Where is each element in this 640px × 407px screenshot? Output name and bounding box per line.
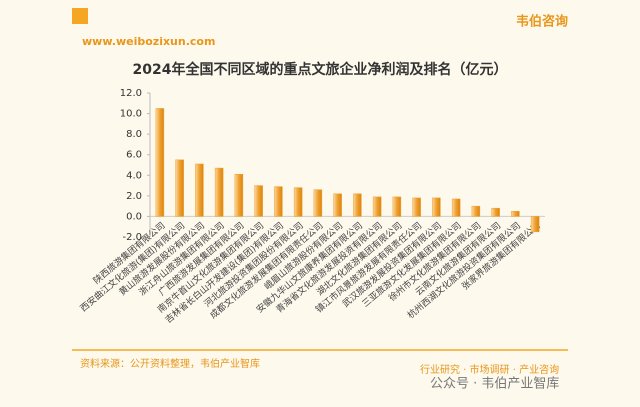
y-tick-label: -2.0 (122, 232, 142, 243)
bar (491, 207, 500, 217)
bar (372, 196, 382, 217)
bar (471, 205, 481, 217)
bar (254, 185, 263, 217)
bar (353, 193, 362, 217)
watermark: 公众号 · 韦伯产业智库 (430, 376, 559, 392)
bar (175, 159, 184, 217)
bar (195, 163, 204, 217)
bar (313, 189, 323, 217)
bar (432, 197, 441, 217)
y-tick-label: 6.0 (126, 150, 142, 161)
bar (392, 196, 402, 217)
bar (274, 186, 283, 217)
y-tick-label: 12.0 (120, 88, 142, 99)
bar (214, 167, 224, 217)
chart-title: 2024年全国不同区域的重点文旅企业净利润及排名（亿元） (133, 61, 508, 78)
bar (234, 174, 244, 217)
bar (155, 108, 165, 217)
source: 资料来源：公开资料整理，韦伯产业智库 (80, 357, 260, 370)
logo-square (72, 8, 88, 24)
y-tick-label: 4.0 (126, 170, 142, 181)
bar (530, 216, 540, 233)
y-tick-label: 2.0 (126, 191, 142, 202)
bar (293, 187, 303, 217)
bar (451, 198, 461, 217)
site-url: www.weibozixun.com (82, 35, 215, 48)
y-tick-label: 0.0 (126, 211, 142, 222)
y-tick-label: 8.0 (126, 129, 142, 140)
bar (333, 193, 342, 217)
tagline: 行业研究 · 市场调研 · 产业咨询 (420, 363, 559, 376)
y-tick-label: 10.0 (120, 109, 142, 120)
bar (511, 211, 520, 217)
logo: 韦伯咨询 (516, 14, 568, 30)
bar (412, 197, 421, 217)
